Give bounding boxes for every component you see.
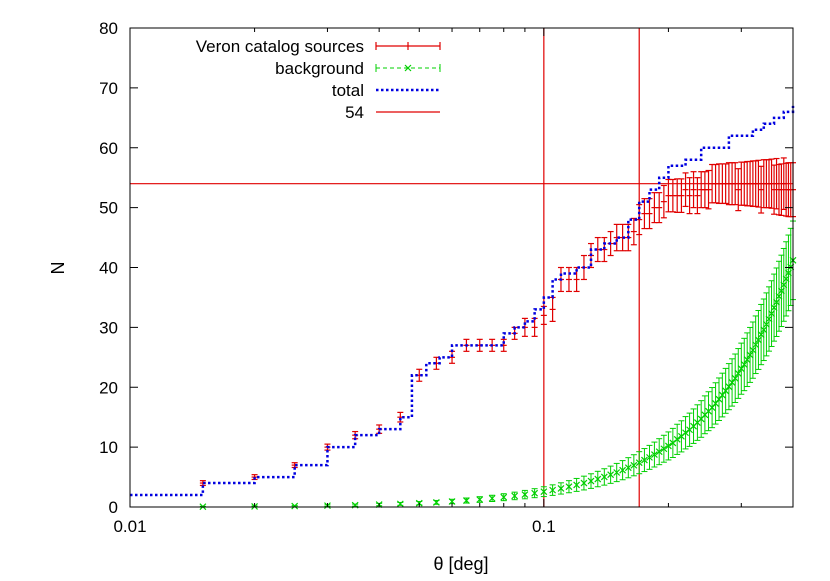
- background-point: [573, 481, 581, 489]
- background-point: [580, 479, 588, 487]
- background-point: [749, 346, 757, 354]
- background-point: [755, 336, 762, 344]
- legend-entry-background-swatch-mark: [404, 64, 412, 72]
- background-point: [432, 498, 440, 506]
- background-point: [673, 435, 681, 443]
- background-point: [740, 361, 748, 368]
- background-point: [734, 370, 742, 377]
- background-point: [448, 498, 456, 505]
- background-point: [752, 341, 760, 349]
- background-point: [765, 315, 773, 323]
- background-point: [718, 391, 726, 399]
- background-point: [476, 496, 484, 503]
- y-tick-label: 30: [99, 318, 118, 337]
- y-tick-label: 70: [99, 79, 118, 98]
- background-point: [646, 453, 653, 461]
- background-point: [488, 494, 496, 502]
- axes: 0 10 20 30 40 50 60 70 80 0.01 0.1: [99, 19, 794, 536]
- background-point: [600, 473, 608, 481]
- background-point: [664, 442, 672, 450]
- background-point: [682, 429, 689, 437]
- y-tick-label: 10: [99, 438, 118, 457]
- background-point: [743, 356, 751, 364]
- background-point: [757, 331, 765, 338]
- y-tick-label: 20: [99, 378, 118, 397]
- x-axis-label: θ [deg]: [433, 554, 488, 574]
- y-axis-label: N: [48, 262, 68, 275]
- background-point: [594, 475, 602, 483]
- legend-entry-54-label: 54: [345, 103, 364, 122]
- background-point: [731, 374, 739, 382]
- legend-entry-total-label: total: [332, 81, 364, 100]
- background-point: [462, 497, 470, 504]
- legend-entry-veron-label: Veron catalog sources: [196, 37, 364, 56]
- background-point: [650, 451, 658, 458]
- y-tick-label: 60: [99, 139, 118, 158]
- y-tick-label: 50: [99, 199, 118, 218]
- plot-area: [130, 28, 797, 511]
- background-point: [531, 489, 539, 497]
- background-point: [565, 483, 573, 491]
- background-point: [396, 500, 404, 508]
- background-point: [655, 448, 663, 456]
- total-line: [130, 105, 795, 497]
- background-point: [728, 379, 736, 386]
- background-point: [624, 464, 632, 472]
- background-point: [291, 502, 299, 510]
- background-point: [660, 445, 668, 453]
- background-point: [762, 320, 770, 328]
- legend-entry-background-label: background: [275, 59, 364, 78]
- background-point: [737, 365, 745, 373]
- background-point: [549, 486, 557, 494]
- background-point: [500, 493, 508, 501]
- background-point: [725, 383, 733, 391]
- background-point: [607, 471, 615, 479]
- background-point: [540, 488, 548, 496]
- y-tick-label: 40: [99, 259, 118, 278]
- background-point: [630, 461, 638, 469]
- x-tick-label: 0.1: [532, 517, 556, 536]
- y-tick-label: 0: [109, 498, 118, 517]
- x-tick-label: 0.01: [113, 517, 146, 536]
- background-point: [768, 310, 775, 318]
- background-point: [613, 469, 621, 476]
- background-point: [587, 477, 595, 485]
- background-point: [635, 459, 643, 467]
- y-tick-label: 80: [99, 19, 118, 38]
- background-point: [746, 351, 754, 359]
- legend: Veron catalog sources background total 54: [196, 37, 441, 122]
- background-point: [521, 491, 529, 499]
- background-point: [640, 456, 648, 464]
- background-point: [511, 492, 519, 500]
- background-point: [760, 326, 768, 334]
- background-point: [557, 485, 565, 492]
- background-point: [722, 387, 730, 395]
- background-point: [619, 466, 627, 474]
